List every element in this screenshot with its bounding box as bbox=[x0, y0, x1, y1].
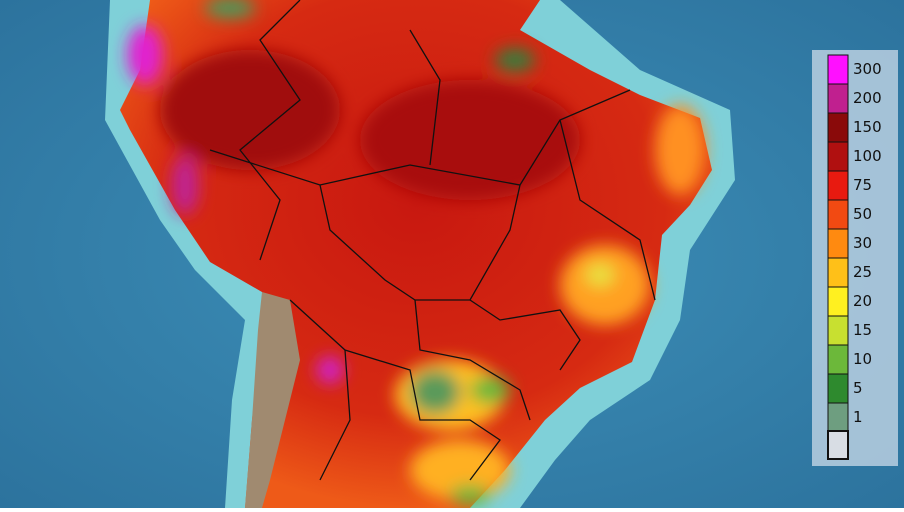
legend-box bbox=[812, 50, 898, 466]
legend-swatch bbox=[827, 199, 849, 230]
precip-patches bbox=[127, 0, 705, 505]
legend: 300 200 150 100 75 50 30 25 20 15 10 5 1 bbox=[827, 54, 882, 433]
legend-swatch bbox=[827, 54, 849, 85]
legend-label: 10 bbox=[853, 350, 872, 368]
legend-label: 50 bbox=[853, 205, 872, 223]
legend-swatch-none bbox=[827, 430, 849, 460]
legend-label: 1 bbox=[853, 408, 863, 426]
legend-swatch bbox=[827, 402, 849, 433]
legend-swatch bbox=[827, 228, 849, 259]
legend-label: 25 bbox=[853, 263, 872, 281]
legend-swatch bbox=[827, 344, 849, 375]
legend-label: 20 bbox=[853, 292, 872, 310]
legend-swatch bbox=[827, 112, 849, 143]
legend-label: 150 bbox=[853, 118, 882, 136]
legend-swatch bbox=[827, 373, 849, 404]
legend-swatch bbox=[827, 286, 849, 317]
legend-label: 75 bbox=[853, 176, 872, 194]
legend-label: 300 bbox=[853, 60, 882, 78]
andes bbox=[245, 292, 300, 508]
legend-swatch bbox=[827, 315, 849, 346]
legend-swatch bbox=[827, 257, 849, 288]
legend-label: 100 bbox=[853, 147, 882, 165]
legend-swatch bbox=[827, 83, 849, 114]
legend-swatch bbox=[827, 141, 849, 172]
legend-label: 30 bbox=[853, 234, 872, 252]
legend-label: 15 bbox=[853, 321, 872, 339]
borders bbox=[209, 0, 656, 481]
legend-swatch bbox=[827, 170, 849, 201]
legend-label: 200 bbox=[853, 89, 882, 107]
legend-label: 5 bbox=[853, 379, 863, 397]
